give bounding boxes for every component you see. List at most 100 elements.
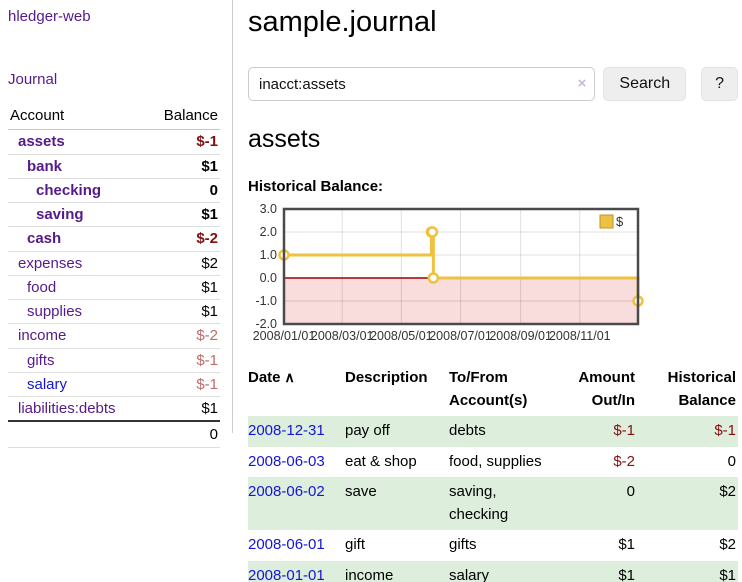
search-button[interactable]: Search — [603, 67, 687, 101]
account-link-expenses[interactable]: expenses — [18, 254, 83, 272]
account-row-checking: checking 0 — [8, 178, 220, 204]
search-help-button[interactable]: ? — [701, 67, 738, 101]
nav-journal-link[interactable]: Journal — [8, 71, 58, 88]
account-balance: $1 — [146, 154, 220, 179]
account-balance: $-2 — [146, 226, 220, 252]
account-row-liabilities-debts: liabilities:debts $1 — [8, 396, 220, 422]
transaction-date-link[interactable]: 2008-01-01 — [248, 566, 325, 582]
account-row-food: food $1 — [8, 275, 220, 301]
transaction-amount: $1 — [618, 566, 635, 582]
account-link-checking[interactable]: checking — [36, 181, 102, 199]
svg-text:0.0: 0.0 — [260, 271, 277, 285]
register-row: 2008-06-03 eat & shop food, supplies $-2… — [248, 447, 738, 478]
register-header-accounts[interactable]: To/From Account(s) — [449, 369, 528, 409]
svg-text:1.0: 1.0 — [260, 248, 277, 262]
account-link-salary[interactable]: salary — [27, 375, 68, 393]
transaction-amount: 0 — [626, 483, 635, 500]
accounts-total-value: 0 — [146, 420, 220, 448]
account-balance: $2 — [146, 251, 220, 276]
svg-text:2008/01/01: 2008/01/01 — [253, 329, 316, 343]
clear-search-icon[interactable]: × — [577, 75, 587, 92]
transaction-description: save — [345, 483, 377, 500]
transaction-description: eat & shop — [345, 452, 417, 470]
search-input[interactable] — [248, 67, 596, 101]
transaction-date-link[interactable]: 2008-06-01 — [248, 536, 325, 553]
search-form: × Search ? — [248, 67, 738, 101]
account-balance: $-1 — [146, 372, 220, 398]
register-row: 2008-06-01 gift gifts $1 $2 — [248, 530, 738, 561]
transaction-accounts: saving, checking — [449, 483, 509, 523]
account-link-assets[interactable]: assets — [18, 133, 65, 151]
transaction-description: pay off — [345, 422, 390, 439]
svg-text:2008/03/01: 2008/03/01 — [311, 329, 374, 343]
account-link-income[interactable]: income — [18, 327, 67, 345]
account-row-gifts: gifts $-1 — [8, 348, 220, 373]
transaction-balance: $2 — [719, 536, 736, 553]
account-balance: $-1 — [146, 129, 220, 155]
accounts-header-balance: Balance — [146, 104, 220, 131]
transaction-accounts: salary — [449, 566, 490, 582]
svg-text:2008/05/01: 2008/05/01 — [370, 329, 433, 343]
account-link-food[interactable]: food — [27, 278, 57, 296]
chart-title: Historical Balance: — [248, 178, 384, 195]
register-header-amount[interactable]: Amount Out/In — [578, 369, 635, 409]
accounts-table: Account Balance assets $-1 bank $1 check… — [8, 104, 220, 448]
account-row-expenses: expenses $2 — [8, 251, 220, 276]
svg-text:2008/07/01: 2008/07/01 — [429, 329, 492, 343]
transaction-amount: $1 — [618, 536, 635, 553]
transaction-date-link[interactable]: 2008-12-31 — [248, 422, 325, 439]
account-link-saving[interactable]: saving — [36, 206, 84, 223]
transaction-description: income — [345, 566, 394, 582]
transaction-balance: $1 — [719, 566, 736, 582]
register-table: Date ∧ Description To/From Account(s) Amo… — [248, 363, 738, 582]
main-content: sample.journal × Search ? assets Histori… — [248, 0, 738, 582]
svg-text:3.0: 3.0 — [260, 202, 277, 216]
account-balance: $1 — [146, 275, 220, 301]
transaction-balance: 0 — [727, 452, 736, 470]
transaction-accounts: food, supplies — [449, 452, 542, 470]
accounts-header-row: Account Balance — [8, 104, 220, 131]
svg-text:$: $ — [616, 214, 624, 229]
register-header-row: Date ∧ Description To/From Account(s) Amo… — [248, 363, 738, 416]
account-row-saving: saving $1 — [8, 202, 220, 228]
account-balance: $1 — [146, 202, 220, 228]
transaction-date-link[interactable]: 2008-06-02 — [248, 483, 325, 500]
account-row-cash: cash $-2 — [8, 226, 220, 252]
transaction-accounts: debts — [449, 422, 486, 439]
account-link-bank[interactable]: bank — [27, 157, 63, 175]
svg-text:-1.0: -1.0 — [255, 294, 277, 308]
transaction-description: gift — [345, 536, 366, 553]
transaction-amount: $-1 — [613, 422, 635, 439]
transaction-balance: $-1 — [714, 422, 736, 439]
svg-text:2008/11/01: 2008/11/01 — [549, 329, 611, 343]
sidebar: hledger-web Journal Account Balance asse… — [0, 0, 233, 448]
svg-text:-2.0: -2.0 — [255, 317, 277, 331]
account-row-bank: bank $1 — [8, 154, 220, 179]
account-row-supplies: supplies $1 — [8, 299, 220, 325]
account-link-supplies[interactable]: supplies — [27, 303, 83, 320]
transaction-accounts: gifts — [449, 536, 477, 553]
transaction-date-link[interactable]: 2008-06-03 — [248, 452, 325, 470]
app-title-link[interactable]: hledger-web — [8, 8, 91, 25]
historical-balance-chart: $3.0 2.0 1.0 0.0 -1.0 -2.0 2008/01/01 2008/03/0… — [248, 201, 650, 347]
register-header-balance[interactable]: Historical Balance — [667, 369, 736, 409]
account-balance: $1 — [146, 396, 220, 422]
account-link-liabilities-debts[interactable]: liabilities:debts — [18, 400, 116, 417]
sort-asc-icon: ∧ — [284, 369, 295, 385]
account-row-assets: assets $-1 — [8, 129, 220, 155]
register-header-date[interactable]: Date ∧ — [248, 363, 345, 416]
account-row-salary: salary $-1 — [8, 372, 220, 398]
account-link-gifts[interactable]: gifts — [27, 351, 55, 369]
register-row: 2008-06-02 save saving, checking 0 $2 — [248, 477, 738, 530]
register-row: 2008-12-31 pay off debts $-1 $-1 — [248, 416, 738, 447]
register-header-description[interactable]: Description — [345, 369, 428, 386]
account-link-cash[interactable]: cash — [27, 230, 62, 248]
account-heading: assets — [248, 125, 321, 153]
balance-chart-svg: $3.0 2.0 1.0 0.0 -1.0 -2.02008/01/012008/03/0… — [253, 202, 644, 343]
account-balance: $1 — [146, 299, 220, 325]
accounts-total-row: 0 — [8, 420, 220, 448]
date-header-label: Date — [248, 369, 281, 386]
transaction-balance: $2 — [719, 483, 736, 500]
account-balance: $-2 — [146, 323, 220, 349]
